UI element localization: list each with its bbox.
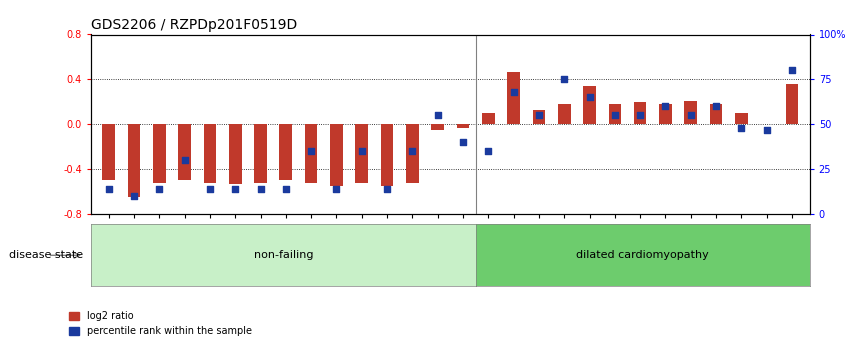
Text: disease state: disease state	[9, 250, 83, 260]
Bar	[178, 124, 191, 180]
Bar	[634, 102, 646, 124]
Bar	[255, 124, 267, 183]
Bar	[102, 124, 115, 180]
Bar	[735, 113, 747, 124]
Point	[709, 104, 723, 109]
Point	[254, 186, 268, 191]
Bar	[229, 124, 242, 184]
Point	[608, 112, 622, 118]
Point	[558, 77, 572, 82]
Bar	[482, 113, 494, 124]
Bar	[684, 101, 697, 124]
Point	[203, 186, 216, 191]
Point	[759, 127, 773, 132]
Bar	[127, 124, 140, 197]
Bar	[431, 124, 444, 130]
Point	[152, 186, 166, 191]
Bar	[609, 104, 621, 124]
Point	[279, 186, 293, 191]
Point	[355, 148, 369, 154]
Point	[633, 112, 647, 118]
Point	[658, 104, 672, 109]
Point	[101, 186, 115, 191]
Bar	[710, 104, 722, 124]
Point	[456, 139, 470, 145]
Bar	[381, 124, 393, 186]
Point	[734, 125, 748, 130]
Bar	[204, 124, 216, 183]
Point	[178, 157, 191, 163]
Point	[127, 193, 141, 199]
Bar	[305, 124, 318, 183]
Point	[583, 95, 597, 100]
Bar	[533, 110, 546, 124]
Bar	[785, 84, 798, 124]
Bar	[507, 71, 520, 124]
Point	[430, 112, 444, 118]
Text: non-failing: non-failing	[254, 250, 313, 260]
Text: dilated cardiomyopathy: dilated cardiomyopathy	[577, 250, 709, 260]
Point	[507, 89, 520, 95]
Bar	[330, 124, 343, 186]
Point	[785, 68, 799, 73]
Bar	[659, 104, 672, 124]
Point	[380, 186, 394, 191]
Point	[304, 148, 318, 154]
Point	[532, 112, 546, 118]
Point	[481, 148, 495, 154]
Bar	[456, 124, 469, 128]
Bar	[355, 124, 368, 183]
Bar	[153, 124, 165, 183]
Point	[229, 186, 242, 191]
Bar	[406, 124, 418, 183]
Bar	[558, 104, 571, 124]
Point	[684, 112, 698, 118]
Text: GDS2206 / RZPDp201F0519D: GDS2206 / RZPDp201F0519D	[91, 18, 297, 32]
Bar	[583, 86, 596, 124]
Point	[329, 186, 343, 191]
Legend: log2 ratio, percentile rank within the sample: log2 ratio, percentile rank within the s…	[66, 307, 255, 340]
Bar	[280, 124, 292, 180]
Point	[405, 148, 419, 154]
